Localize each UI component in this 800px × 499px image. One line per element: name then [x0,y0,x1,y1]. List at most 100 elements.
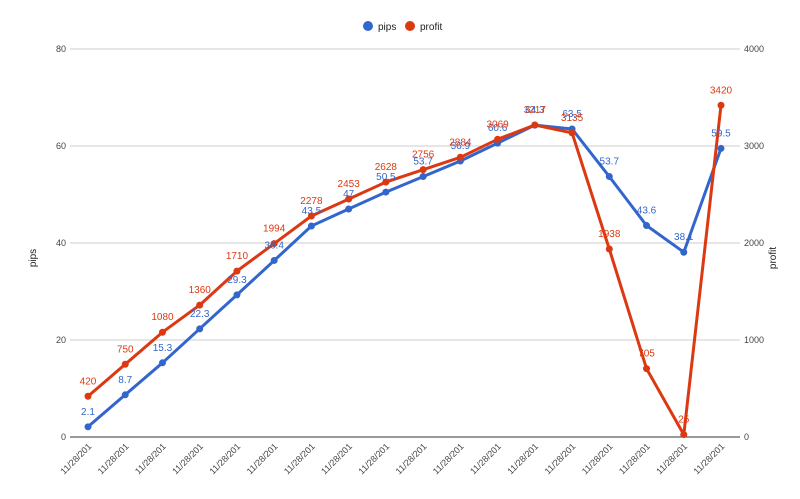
x-tick-label: 11/28/201 [59,441,94,476]
data-label-pips: 2.1 [81,407,95,418]
data-point-pips [345,205,353,213]
data-point-profit [382,178,390,186]
data-label-pips: 60.6 [488,123,508,134]
data-label-profit: 25 [678,415,690,426]
data-label-pips: 56.9 [451,141,471,152]
data-label-profit: 2756 [412,150,435,161]
data-label-profit: 1994 [263,224,286,235]
data-label-profit: 2884 [449,137,472,148]
data-point-pips [419,173,427,181]
data-label-profit: 1938 [598,229,621,240]
data-label-profit: 2453 [338,179,361,190]
legend-item-pips[interactable]: pips [363,21,396,33]
x-tick-label: 11/28/201 [356,441,391,476]
data-point-profit [419,166,427,174]
data-point-profit [121,360,129,368]
x-axis-ticks: 11/28/201 11/28/201 11/28/201 11/28/201 11/2… [59,441,727,476]
data-label-pips: 43.6 [637,206,657,217]
data-point-pips [84,423,92,431]
x-tick-label: 11/28/201 [170,441,205,476]
data-label-pips: 53.7 [600,157,620,168]
data-point-profit [84,392,92,400]
data-label-profit: 750 [117,344,134,355]
data-label-profit: 3420 [710,85,733,96]
legend-label-pips: pips [378,22,396,33]
data-point-profit [643,365,651,373]
x-tick-label: 11/28/201 [617,441,652,476]
data-label-pips: 22.3 [190,309,210,320]
data-label-profit: 3135 [561,113,584,124]
gridlines [70,48,740,438]
data-label-profit: 3217 [524,105,547,116]
data-point-profit [568,129,576,137]
data-point-profit [270,240,278,248]
right-axis-title: profit [768,247,779,269]
series-line-profit [87,105,723,437]
legend[interactable]: pips profit [363,21,442,33]
legend-marker-profit [405,21,415,31]
x-tick-label: 11/28/201 [580,441,615,476]
data-label-profit: 1080 [151,312,174,323]
x-tick-label: 11/28/201 [505,441,540,476]
left-axis-title: pips [28,249,39,267]
x-tick-label: 11/28/201 [319,441,354,476]
data-point-profit [680,431,688,439]
data-label-profit: 3069 [486,119,509,130]
x-tick-label: 11/28/201 [543,441,578,476]
data-label-pips: 50.5 [376,172,396,183]
left-tick-label: 0 [61,432,66,442]
data-point-pips [382,188,390,196]
data-point-pips [307,222,315,230]
data-point-pips [158,359,166,367]
data-point-profit [345,195,353,203]
data-label-pips: 53.7 [413,157,433,168]
x-tick-label: 11/28/201 [431,441,466,476]
data-point-profit [196,301,204,309]
x-tick-label: 11/28/201 [282,441,317,476]
data-label-pips: 43.5 [302,206,322,217]
data-point-profit [158,328,166,336]
data-label-pips: 8.7 [118,375,132,386]
x-tick-label: 11/28/201 [207,441,242,476]
data-point-pips [717,144,725,152]
data-point-pips [196,325,204,333]
data-point-profit [494,135,502,143]
data-point-profit [456,153,464,161]
data-label-profit: 1360 [189,285,212,296]
series-points [84,101,725,439]
data-label-profit: 2278 [300,196,323,207]
data-point-profit [307,212,315,220]
data-point-pips [233,291,241,299]
x-tick-label: 11/28/201 [692,441,727,476]
left-tick-label: 40 [56,238,66,248]
right-tick-label: 1000 [744,335,764,345]
series-line-pips [87,123,723,428]
data-point-pips [605,173,613,181]
x-tick-label: 11/28/201 [133,441,168,476]
data-label-pips: 47 [343,189,355,200]
data-point-pips [680,248,688,256]
data-point-profit [605,245,613,253]
right-tick-label: 4000 [744,44,764,54]
data-label-profit: 420 [80,376,97,387]
data-label-profit: 705 [638,349,655,360]
legend-label-profit: profit [420,22,442,33]
left-tick-label: 60 [56,141,66,151]
series-lines [87,105,723,437]
data-labels: 2.1 8.7 15.3 22.3 29.3 36.4 43.5 47 50.5 53.7 56.9… [80,85,733,425]
data-label-pips: 36.4 [264,240,284,251]
legend-item-profit[interactable]: profit [405,21,442,33]
right-axis-ticks: 0 1000 2000 3000 4000 [744,44,764,442]
left-tick-label: 80 [56,44,66,54]
legend-marker-pips [363,21,373,31]
data-label-profit: 2628 [375,162,398,173]
data-label-pips: 15.3 [153,343,173,354]
data-label-pips: 29.3 [227,275,247,286]
x-tick-label: 11/28/201 [245,441,280,476]
data-point-profit [531,121,539,129]
x-tick-label: 11/28/201 [394,441,429,476]
data-point-profit [233,267,241,275]
data-point-profit [717,101,725,109]
